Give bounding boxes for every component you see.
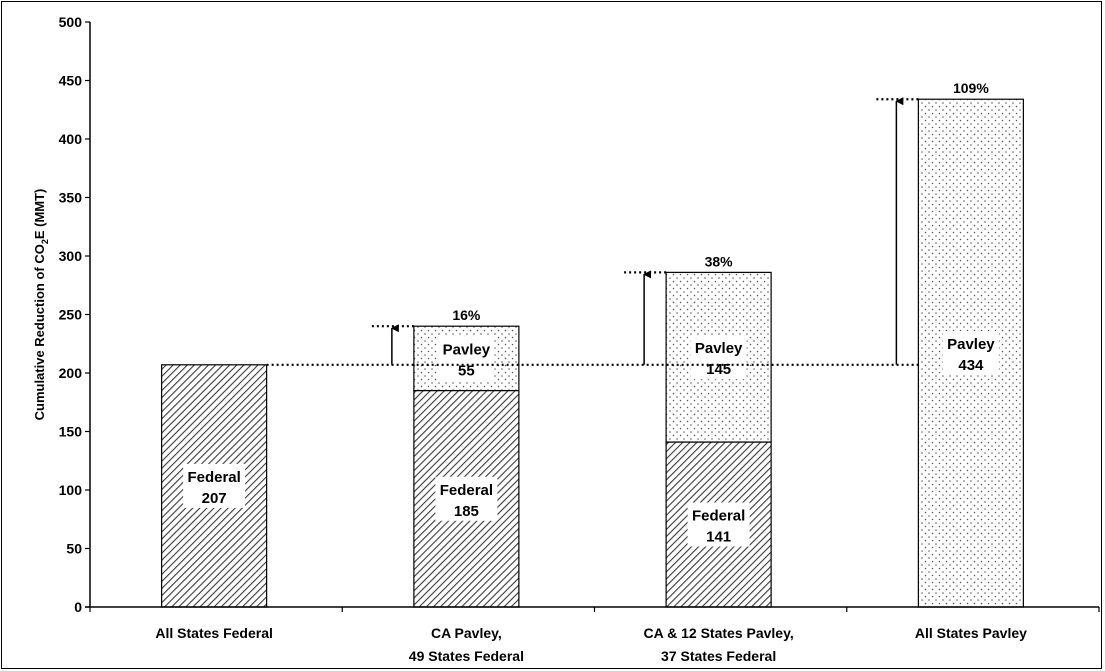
x-tick-label: CA & 12 States Pavley, 37 States Federal xyxy=(644,625,794,664)
y-tick-label: 200 xyxy=(59,365,83,381)
segment-label-bg xyxy=(942,331,999,376)
segment-value-label: 207 xyxy=(202,490,227,507)
y-tick-label: 350 xyxy=(59,190,83,206)
y-tick-label: 450 xyxy=(59,73,83,89)
segment-value-label: 185 xyxy=(454,503,479,520)
y-tick-label: 250 xyxy=(59,307,83,323)
y-tick-label: 300 xyxy=(59,248,83,264)
segment-series-label: Pavley xyxy=(443,341,491,358)
segment-label-bg xyxy=(690,335,747,380)
segment-series-label: Federal xyxy=(187,469,240,486)
x-tick-label: CA Pavley, 49 States Federal xyxy=(409,625,524,664)
y-tick-label: 50 xyxy=(66,541,82,557)
segment-label-bg xyxy=(183,463,246,508)
segment-value-label: 434 xyxy=(958,357,984,374)
bar-segment-federal xyxy=(161,364,268,608)
y-axis-title: Cumulative Reduction of CO2E (MMT) xyxy=(32,189,50,421)
segment-value-label: 141 xyxy=(706,529,731,546)
y-tick-label: 500 xyxy=(59,14,83,30)
y-tick-label: 150 xyxy=(59,424,83,440)
y-axis-title-text: Cumulative Reduction of CO2E (MMT) xyxy=(32,189,50,421)
x-tick-label: All States Federal xyxy=(155,625,273,641)
segment-label-bg xyxy=(687,502,750,547)
segment-label-bg xyxy=(435,476,498,521)
percent-label: 38% xyxy=(705,253,734,269)
segment-series-label: Pavley xyxy=(947,336,995,353)
segment-series-label: Federal xyxy=(440,482,493,499)
segment-series-label: Federal xyxy=(692,508,745,525)
segment-label-bg xyxy=(438,336,495,381)
segment-series-label: Pavley xyxy=(695,340,743,357)
percent-label: 109% xyxy=(953,80,989,96)
y-tick-label: 0 xyxy=(74,599,82,615)
bars-layer: Federal 207 Federal 185 Pavley 55 Federal 141 Pa… xyxy=(161,98,1024,608)
y-tick-label: 400 xyxy=(59,131,83,147)
percent-label: 16% xyxy=(452,307,481,323)
segment-value-label: 55 xyxy=(458,362,475,379)
x-tick-label: All States Pavley xyxy=(915,625,1027,641)
y-tick-label: 100 xyxy=(59,482,83,498)
axes-layer: 0 50 100 150 200 250 300 350 400 450 500 All States… xyxy=(59,14,1100,664)
annotation-layer: 16% 38% 109% xyxy=(266,80,989,366)
